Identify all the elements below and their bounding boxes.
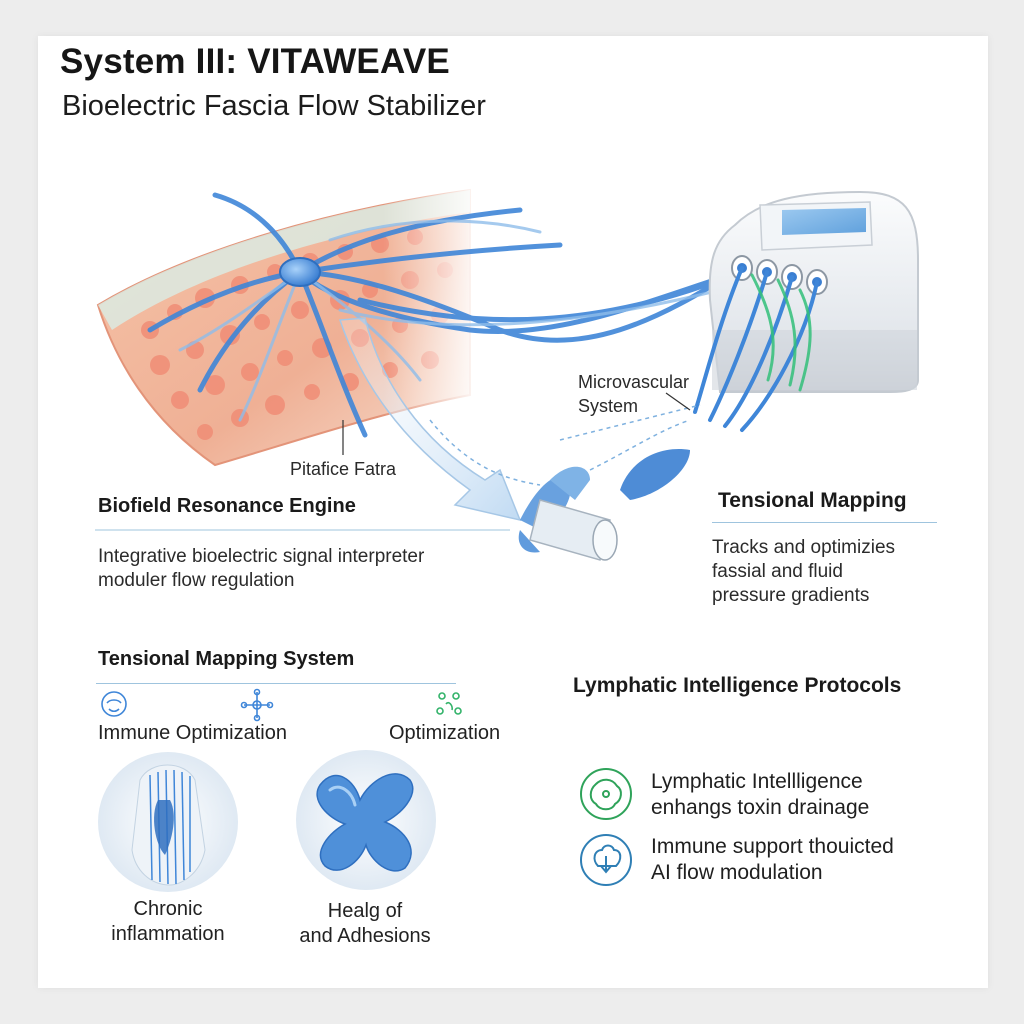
biofield-heading: Biofield Resonance Engine bbox=[98, 495, 356, 517]
tensional-description: Tracks and optimizies fassial and fluid … bbox=[712, 536, 895, 608]
tensional-heading: Tensional Mapping bbox=[718, 489, 907, 512]
biofield-line-1: Integrative bioelectric signal interpret… bbox=[98, 546, 425, 567]
protocols-heading: Lymphatic Intelligence Protocols bbox=[573, 674, 902, 697]
protocol-item-immune: Immune support thouicted AI flow modulat… bbox=[651, 834, 894, 886]
page-title: System III: VITAWEAVE bbox=[60, 42, 450, 81]
cross-node-icon bbox=[240, 688, 274, 722]
biofield-description: Integrative bioelectric signal interpret… bbox=[98, 545, 424, 593]
mapping-system-heading: Tensional Mapping System bbox=[98, 648, 355, 670]
tube-connector bbox=[518, 466, 618, 561]
adhesion-shape-illustration bbox=[296, 750, 436, 890]
network-node bbox=[279, 257, 321, 287]
microvascular-line-2: System bbox=[578, 396, 639, 416]
microvascular-line-1: Microvascular bbox=[578, 372, 690, 392]
tensional-line-3: pressure gradients bbox=[712, 585, 870, 606]
shield-cell-icon bbox=[580, 834, 632, 886]
microvascular-label: Microvascular System bbox=[578, 370, 689, 418]
virus-outline-icon bbox=[580, 768, 632, 820]
tensional-line-2: fassial and fluid bbox=[712, 561, 843, 582]
mapping-system-rule bbox=[96, 683, 456, 684]
microvascular-leader bbox=[665, 392, 691, 411]
biofield-line-2: moduler flow regulation bbox=[98, 570, 295, 591]
chronic-inflammation-caption: Chronic inflammation bbox=[98, 897, 238, 947]
tensional-line-1: Tracks and optimizies bbox=[712, 537, 896, 558]
protocol-2-line-1: Immune support thouicted bbox=[651, 835, 894, 858]
adhesions-caption-line-1: Healg of bbox=[327, 900, 403, 922]
protocol-1-line-2: enhangs toxin drainage bbox=[651, 796, 870, 819]
chronic-caption-line-2: inflammation bbox=[111, 923, 225, 945]
adhesions-caption: Healg of and Adhesions bbox=[290, 899, 440, 949]
tensional-rule bbox=[712, 522, 937, 523]
optimization-label: Optimization bbox=[389, 722, 501, 744]
immune-optimization-label: Immune Optimization bbox=[98, 722, 287, 744]
pitafice-label: Pitafice Fatra bbox=[290, 459, 397, 479]
device-tubes bbox=[693, 266, 819, 432]
adhesions-caption-line-2: and Adhesions bbox=[299, 925, 431, 947]
flow-dashes bbox=[429, 404, 701, 486]
protocol-1-line-1: Lymphatic Intellligence bbox=[651, 770, 863, 793]
node-cluster-icon bbox=[436, 692, 462, 715]
page-subtitle: Bioelectric Fascia Flow Stabilizer bbox=[62, 90, 486, 122]
protocol-2-line-2: AI flow modulation bbox=[651, 861, 823, 884]
flow-arrow bbox=[338, 317, 522, 522]
body-vessels-illustration bbox=[98, 752, 238, 892]
face-outline-icon bbox=[101, 691, 127, 717]
chronic-caption-line-1: Chronic bbox=[133, 898, 203, 920]
flow-droplet bbox=[620, 449, 690, 500]
protocol-item-lymphatic: Lymphatic Intellligence enhangs toxin dr… bbox=[651, 769, 869, 821]
